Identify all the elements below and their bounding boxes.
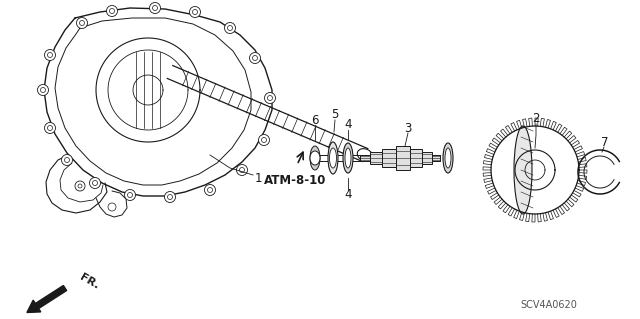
Circle shape — [47, 125, 52, 130]
Circle shape — [109, 9, 115, 13]
Circle shape — [205, 184, 216, 196]
Circle shape — [227, 26, 232, 31]
Bar — [382, 149, 396, 167]
Circle shape — [189, 6, 200, 18]
Circle shape — [207, 188, 212, 192]
Ellipse shape — [357, 149, 372, 161]
Bar — [396, 146, 410, 170]
Circle shape — [237, 165, 248, 175]
Text: SCV4A0620: SCV4A0620 — [520, 300, 577, 310]
Bar — [370, 152, 382, 164]
Ellipse shape — [345, 148, 351, 168]
Text: 1: 1 — [254, 172, 262, 184]
FancyArrow shape — [27, 286, 67, 313]
Circle shape — [264, 93, 275, 103]
Bar — [410, 149, 422, 167]
Circle shape — [262, 137, 266, 143]
Circle shape — [150, 3, 161, 13]
Circle shape — [125, 189, 136, 201]
Text: 3: 3 — [404, 122, 412, 135]
Text: 5: 5 — [332, 108, 339, 122]
Circle shape — [93, 181, 97, 186]
Circle shape — [79, 20, 84, 26]
Circle shape — [152, 5, 157, 11]
Circle shape — [61, 154, 72, 166]
Ellipse shape — [310, 151, 320, 165]
Circle shape — [40, 87, 45, 93]
Circle shape — [225, 23, 236, 33]
Circle shape — [38, 85, 49, 95]
Circle shape — [106, 5, 118, 17]
Bar — [432, 155, 440, 161]
Circle shape — [164, 191, 175, 203]
Ellipse shape — [310, 146, 320, 170]
Bar — [360, 155, 370, 161]
Text: FR.: FR. — [78, 272, 100, 292]
Text: 2: 2 — [532, 112, 540, 124]
Circle shape — [47, 53, 52, 57]
Text: 4: 4 — [344, 118, 352, 131]
Circle shape — [45, 49, 56, 61]
Text: ATM-8-10: ATM-8-10 — [264, 174, 326, 187]
Circle shape — [127, 192, 132, 197]
Text: 4: 4 — [344, 189, 352, 202]
Circle shape — [168, 195, 173, 199]
Ellipse shape — [443, 143, 453, 173]
Ellipse shape — [328, 142, 338, 174]
Circle shape — [45, 122, 56, 133]
Circle shape — [75, 181, 85, 191]
Circle shape — [253, 56, 257, 61]
Circle shape — [77, 18, 88, 28]
Circle shape — [65, 158, 70, 162]
Ellipse shape — [514, 126, 532, 214]
Bar — [422, 152, 432, 164]
Circle shape — [250, 53, 260, 63]
Circle shape — [108, 203, 116, 211]
Ellipse shape — [343, 143, 353, 173]
Circle shape — [90, 177, 100, 189]
Text: 7: 7 — [601, 136, 609, 149]
Text: 6: 6 — [311, 114, 319, 127]
Circle shape — [78, 184, 82, 188]
Ellipse shape — [445, 148, 451, 168]
Circle shape — [259, 135, 269, 145]
Circle shape — [268, 95, 273, 100]
Ellipse shape — [330, 148, 337, 168]
Circle shape — [239, 167, 244, 173]
Circle shape — [193, 10, 198, 14]
